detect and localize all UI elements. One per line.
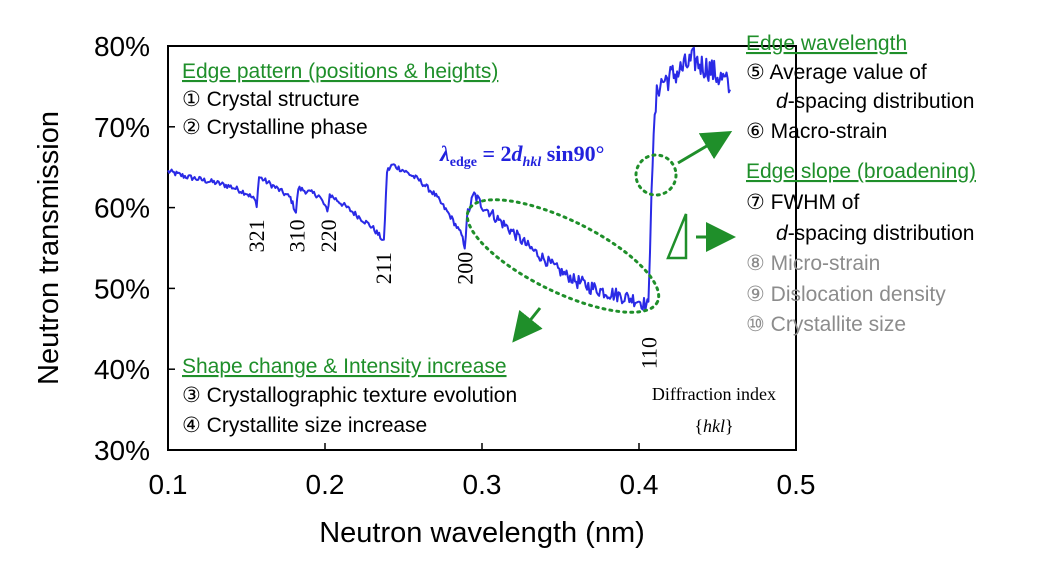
x-tick-label: 0.2: [306, 469, 345, 500]
x-tick-label: 0.1: [149, 469, 188, 500]
edge-slope-item-9: ⑨ Dislocation density: [746, 283, 946, 306]
edge-slope-item-8: ⑧ Micro-strain: [746, 252, 880, 275]
edge-slope-item-7a: ⑦ FWHM of: [746, 191, 859, 214]
series-layer: [167, 46, 731, 312]
y-axis-title: Neutron transmission: [33, 111, 65, 385]
edge-wavelength-item-5b: d-spacing distribution: [776, 90, 974, 113]
x-tick-label: 0.3: [463, 469, 502, 500]
diffraction-index-label: Diffraction index: [652, 384, 776, 404]
shape-change-item-4: ④ Crystallite size increase: [182, 414, 427, 437]
shape-change-header: Shape change & Intensity increase: [182, 355, 507, 378]
diffraction-index-hkl: {hkl}: [694, 416, 733, 436]
y-tick-label: 80%: [94, 31, 150, 62]
edge-wavelength-header: Edge wavelength: [746, 32, 907, 55]
arrow-to-edge-wavelength: [677, 130, 733, 165]
peak-label: 211: [371, 252, 396, 284]
edge-slope-item-10: ⑩ Crystallite size: [746, 313, 906, 336]
transmission-series-line: [167, 46, 731, 312]
x-tick-label: 0.4: [620, 469, 659, 500]
edge-pattern-item-1: ① Crystal structure: [182, 88, 360, 111]
edge-wavelength-circle: [634, 153, 678, 197]
x-axis-title: Neutron wavelength (nm): [319, 517, 645, 549]
y-tick-label: 40%: [94, 354, 150, 385]
slope-triangle-icon: [666, 213, 688, 260]
y-tick-label: 50%: [94, 273, 150, 304]
peak-label: 110: [636, 337, 661, 369]
edge-pattern-header: Edge pattern (positions & heights): [182, 60, 498, 83]
x-tick-label: 0.5: [777, 469, 816, 500]
y-tick-label: 60%: [94, 193, 150, 224]
peak-label: 321: [244, 219, 269, 252]
edge-pattern-item-2: ② Crystalline phase: [182, 116, 368, 139]
y-tick-label: 70%: [94, 112, 150, 143]
edge-wavelength-item-6: ⑥ Macro-strain: [746, 120, 887, 143]
arrow-to-shape-change: [512, 307, 543, 343]
shape-change-item-3: ③ Crystallographic texture evolution: [182, 384, 517, 407]
peak-label: 220: [316, 219, 341, 252]
bragg-equation: λedge = 2dhkl sin90°: [439, 141, 604, 170]
peak-label: 200: [453, 252, 478, 285]
peak-label: 310: [285, 219, 310, 252]
axis-ticks: 0.1 0.2 0.3 0.4 0.5 30% 40% 50% 60% 70% 80%: [94, 31, 816, 500]
edge-slope-item-7b: d-spacing distribution: [776, 222, 974, 245]
y-tick-label: 30%: [94, 435, 150, 466]
peak-labels: 321 310 220 211 200 110: [244, 219, 661, 369]
edge-region-ellipse: [465, 198, 661, 314]
edge-slope-header: Edge slope (broadening): [746, 160, 976, 183]
edge-wavelength-item-5a: ⑤ Average value of: [746, 61, 927, 84]
